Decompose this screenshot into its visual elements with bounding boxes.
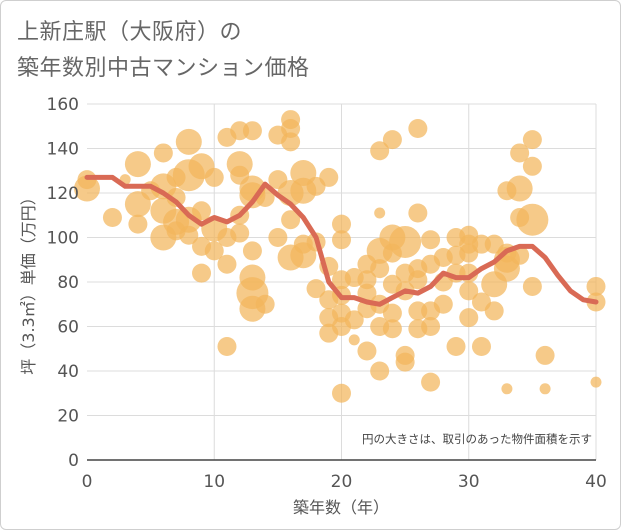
- bubble-point: [348, 334, 360, 346]
- size-note: 円の大きさは、取引のあった物件面積を示す: [362, 432, 592, 446]
- y-axis-ticks: 0 20 40 60 80 100 120 140 160: [47, 95, 79, 471]
- bubble-point: [408, 270, 428, 290]
- bubble-point: [179, 225, 199, 245]
- bubble-point: [370, 361, 390, 381]
- bubble-point: [242, 241, 262, 261]
- y-tick-label: 60: [57, 318, 79, 338]
- bubble-point: [306, 279, 326, 299]
- bubble-point: [389, 225, 422, 258]
- y-tick-label: 0: [68, 451, 79, 471]
- bubble-point: [204, 241, 224, 261]
- bubble-point: [395, 352, 415, 372]
- bubble-point: [370, 259, 390, 279]
- y-tick-label: 160: [47, 95, 79, 115]
- bubble-point: [281, 132, 301, 152]
- bubble-point: [332, 214, 351, 234]
- bubble-point: [459, 308, 479, 328]
- bubble-point: [281, 210, 301, 230]
- chart-title-line-2: 築年数別中古マンション価格: [17, 56, 310, 81]
- bubble-point: [370, 141, 390, 161]
- bubble-point: [501, 383, 513, 395]
- x-tick-label: 0: [82, 472, 93, 492]
- bubble-point: [153, 143, 173, 163]
- bubble-point: [421, 317, 441, 336]
- bubble-point: [484, 301, 504, 321]
- y-tick-label: 80: [57, 273, 79, 293]
- bubble-point: [217, 254, 237, 274]
- bubble-point: [357, 270, 377, 290]
- bubble-point: [357, 341, 377, 361]
- bubble-point: [421, 372, 441, 392]
- bubble-point: [590, 376, 602, 388]
- bubble-point: [510, 143, 530, 163]
- bubble-point: [192, 263, 212, 283]
- bubble-point: [332, 230, 351, 250]
- bubble-point: [319, 167, 339, 187]
- bubble-series: [74, 110, 606, 403]
- y-tick-label: 120: [47, 184, 79, 204]
- bubble-point: [128, 214, 148, 234]
- bubble-point: [433, 294, 453, 314]
- x-tick-label: 40: [585, 472, 607, 492]
- bubble-point: [382, 130, 402, 150]
- bubble-point: [102, 207, 122, 227]
- y-tick-label: 40: [57, 362, 79, 382]
- bubble-point: [471, 337, 491, 357]
- bubble-point: [535, 345, 555, 365]
- x-tick-label: 30: [458, 472, 480, 492]
- bubble-point: [446, 337, 466, 357]
- bubble-point: [586, 276, 606, 296]
- bubble-point: [408, 203, 428, 223]
- chart-title-line-1: 上新庄駅（大阪府）の: [17, 20, 243, 45]
- y-axis-label: 坪（3.3㎡）単価（万円）: [19, 189, 38, 374]
- bubble-point: [506, 175, 533, 202]
- x-tick-label: 10: [203, 472, 225, 492]
- bubble-point: [522, 276, 542, 296]
- bubble-point: [268, 228, 288, 247]
- bubble-point: [539, 383, 551, 395]
- y-tick-label: 140: [47, 140, 79, 160]
- bubble-point: [408, 118, 428, 138]
- bubble-point: [516, 203, 549, 236]
- bubble-point: [204, 167, 224, 187]
- bubble-point: [374, 207, 386, 219]
- bubble-point: [242, 121, 262, 141]
- bubble-point: [166, 187, 186, 207]
- bubble-point: [382, 303, 402, 323]
- bubble-point: [332, 383, 351, 403]
- bubble-point: [522, 130, 542, 150]
- x-axis-ticks: 0 10 20 30 40: [82, 472, 607, 492]
- y-tick-label: 20: [57, 407, 79, 427]
- bubble-point: [382, 319, 402, 339]
- bubble-point: [230, 223, 250, 243]
- average-trend-line: [84, 174, 599, 307]
- x-axis-label: 築年数（年）: [293, 498, 389, 517]
- bubble-point: [192, 201, 212, 221]
- bubble-point: [421, 230, 441, 250]
- y-tick-label: 100: [47, 229, 79, 249]
- x-tick-label: 20: [331, 472, 353, 492]
- bubble-point: [281, 118, 301, 138]
- bubble-point: [459, 281, 479, 301]
- bubble-point: [255, 294, 275, 314]
- bubble-point: [344, 310, 364, 330]
- bubble-point: [124, 151, 151, 178]
- bubble-point: [522, 156, 542, 176]
- bubble-point: [175, 128, 202, 155]
- bubble-point: [217, 337, 237, 357]
